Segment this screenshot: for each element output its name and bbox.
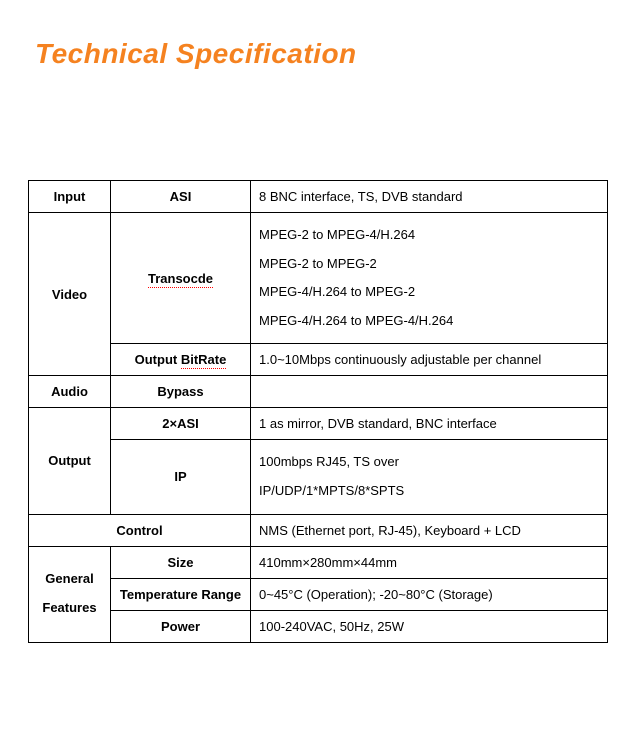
audio-sub: Bypass bbox=[111, 376, 251, 408]
power-label: Power bbox=[111, 610, 251, 642]
row-general-temp: Temperature Range 0~45°C (Operation); -2… bbox=[29, 578, 608, 610]
output-asi-val: 1 as mirror, DVB standard, BNC interface bbox=[251, 408, 608, 440]
control-val: NMS (Ethernet port, RJ-45), Keyboard + L… bbox=[251, 514, 608, 546]
output-ip-label: IP bbox=[111, 440, 251, 514]
input-val: 8 BNC interface, TS, DVB standard bbox=[251, 181, 608, 213]
transcode-val: MPEG-2 to MPEG-4/H.264 MPEG-2 to MPEG-2 … bbox=[251, 213, 608, 344]
power-val: 100-240VAC, 50Hz, 25W bbox=[251, 610, 608, 642]
row-output-ip: IP 100mbps RJ45, TS over IP/UDP/1*MPTS/8… bbox=[29, 440, 608, 514]
size-val: 410mm×280mm×44mm bbox=[251, 546, 608, 578]
page-title: Technical Specification bbox=[35, 38, 636, 70]
row-general-size: General Features Size 410mm×280mm×44mm bbox=[29, 546, 608, 578]
row-output-asi: Output 2×ASI 1 as mirror, DVB standard, … bbox=[29, 408, 608, 440]
output-ip-val: 100mbps RJ45, TS over IP/UDP/1*MPTS/8*SP… bbox=[251, 440, 608, 514]
bitrate-val: 1.0~10Mbps continuously adjustable per c… bbox=[251, 344, 608, 376]
input-label: Input bbox=[29, 181, 111, 213]
control-label: Control bbox=[29, 514, 251, 546]
row-input: Input ASI 8 BNC interface, TS, DVB stand… bbox=[29, 181, 608, 213]
row-video-bitrate: Output BitRate 1.0~10Mbps continuously a… bbox=[29, 344, 608, 376]
size-label: Size bbox=[111, 546, 251, 578]
output-asi-label: 2×ASI bbox=[111, 408, 251, 440]
row-video-transcode: Video Transocde MPEG-2 to MPEG-4/H.264 M… bbox=[29, 213, 608, 344]
row-control: Control NMS (Ethernet port, RJ-45), Keyb… bbox=[29, 514, 608, 546]
temp-label: Temperature Range bbox=[111, 578, 251, 610]
spec-table-container: Input ASI 8 BNC interface, TS, DVB stand… bbox=[28, 180, 608, 643]
video-label: Video bbox=[29, 213, 111, 376]
bitrate-label: Output BitRate bbox=[111, 344, 251, 376]
output-label: Output bbox=[29, 408, 111, 514]
spec-table: Input ASI 8 BNC interface, TS, DVB stand… bbox=[28, 180, 608, 643]
row-general-power: Power 100-240VAC, 50Hz, 25W bbox=[29, 610, 608, 642]
transcode-label: Transocde bbox=[111, 213, 251, 344]
row-audio: Audio Bypass bbox=[29, 376, 608, 408]
general-label: General Features bbox=[29, 546, 111, 642]
temp-val: 0~45°C (Operation); -20~80°C (Storage) bbox=[251, 578, 608, 610]
audio-label: Audio bbox=[29, 376, 111, 408]
audio-val bbox=[251, 376, 608, 408]
input-sub: ASI bbox=[111, 181, 251, 213]
